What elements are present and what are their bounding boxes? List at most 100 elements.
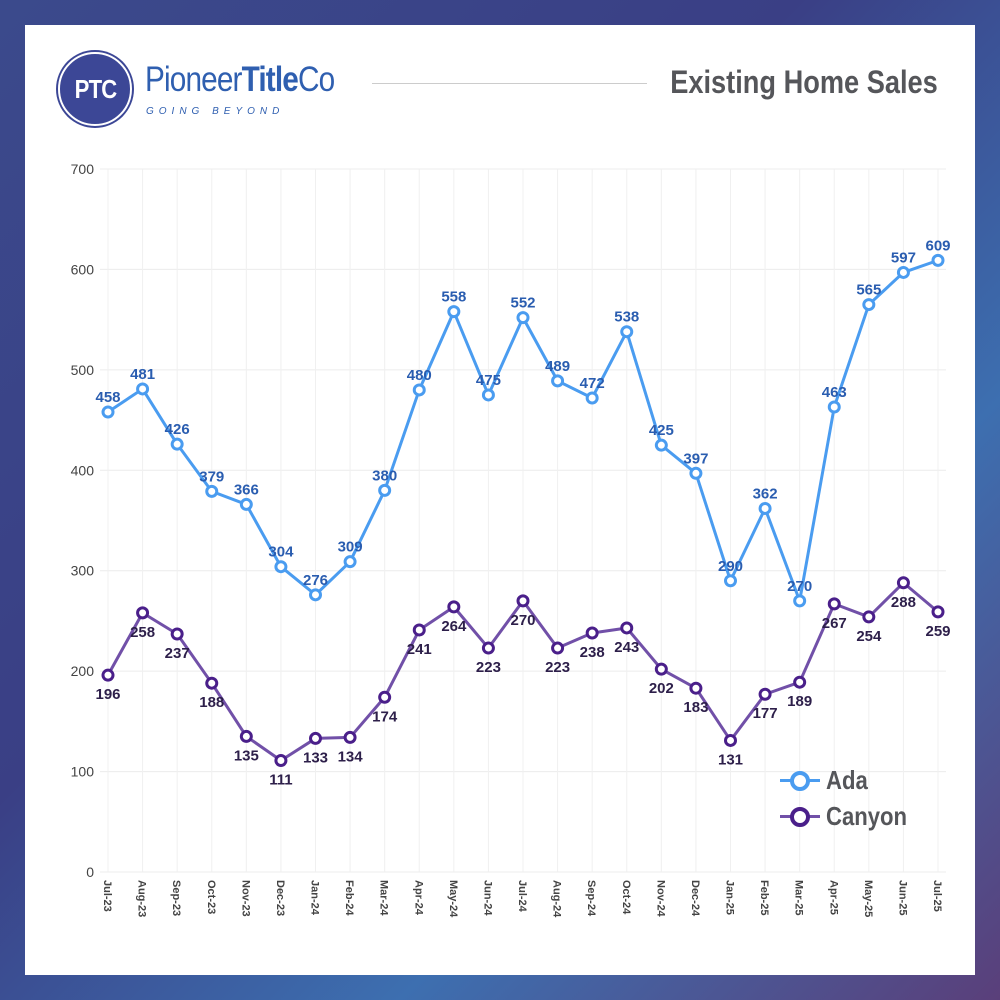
x-tick-label: Aug-24: [551, 880, 563, 918]
legend: Ada Canyon: [780, 762, 921, 834]
data-label-ada: 565: [856, 282, 881, 299]
data-label-ada: 472: [580, 375, 605, 392]
data-point-ada: [551, 374, 565, 388]
x-tick-label: Jun-24: [481, 880, 493, 916]
data-point-canyon: [862, 610, 876, 624]
data-label-ada: 458: [95, 389, 120, 406]
x-tick-label: Mar-25: [793, 880, 805, 915]
data-point-canyon: [343, 730, 357, 744]
header-divider: [372, 83, 647, 84]
data-label-canyon: 111: [269, 772, 292, 789]
y-tick-label: 600: [71, 261, 95, 277]
data-point-canyon: [620, 621, 634, 635]
data-point-ada: [896, 265, 910, 279]
data-label-ada: 379: [199, 468, 224, 485]
data-point-ada: [378, 483, 392, 497]
x-tick-label: Jul-25: [931, 880, 943, 912]
data-label-ada: 276: [303, 572, 328, 589]
data-label-canyon: 202: [649, 680, 674, 697]
data-point-canyon: [309, 731, 322, 745]
data-label-canyon: 183: [683, 699, 708, 716]
x-tick-label: Nov-23: [239, 880, 251, 917]
x-tick-label: Dec-24: [689, 880, 701, 917]
data-point-ada: [654, 438, 668, 452]
data-label-ada: 597: [891, 249, 916, 266]
data-point-canyon: [516, 594, 530, 608]
brand-bold: Title: [241, 60, 299, 99]
data-point-ada: [205, 484, 219, 498]
data-point-canyon: [793, 675, 807, 689]
data-point-ada: [136, 382, 150, 396]
brand-regular: Pioneer: [145, 60, 242, 99]
ptc-logo: PTC: [58, 52, 132, 126]
logo-initials: PTC: [74, 73, 116, 104]
data-point-canyon: [170, 627, 184, 641]
data-label-ada: 425: [649, 422, 674, 439]
data-point-ada: [170, 437, 184, 451]
data-label-ada: 538: [614, 309, 639, 326]
x-tick-label: Sep-23: [170, 880, 182, 916]
data-label-canyon: 254: [856, 628, 882, 645]
y-tick-label: 400: [71, 462, 95, 478]
data-label-canyon: 238: [580, 644, 605, 661]
data-point-canyon: [585, 626, 599, 640]
data-label-canyon: 267: [822, 615, 847, 632]
data-point-canyon: [724, 733, 737, 747]
y-tick-label: 300: [71, 563, 95, 579]
data-point-ada: [758, 501, 772, 515]
data-label-canyon: 237: [165, 645, 190, 662]
data-label-canyon: 243: [614, 639, 639, 656]
data-label-ada: 304: [268, 544, 294, 561]
data-label-canyon: 264: [441, 618, 467, 635]
x-tick-label: Aug-23: [136, 880, 148, 917]
data-label-ada: 552: [510, 295, 535, 312]
data-label-ada: 463: [822, 384, 847, 401]
data-label-canyon: 174: [372, 708, 398, 725]
data-label-ada: 397: [683, 450, 708, 467]
data-label-canyon: 131: [718, 751, 743, 768]
x-tick-label: Oct-24: [620, 880, 632, 915]
data-point-ada: [481, 388, 495, 402]
x-tick-label: Feb-24: [343, 880, 355, 916]
data-point-canyon: [378, 690, 392, 704]
data-point-ada: [343, 555, 357, 569]
data-label-ada: 270: [787, 578, 812, 595]
data-label-ada: 309: [338, 539, 363, 556]
data-point-canyon: [758, 687, 772, 701]
y-tick-label: 500: [71, 362, 95, 378]
data-label-ada: 558: [441, 289, 466, 306]
data-label-canyon: 135: [234, 747, 259, 764]
x-tick-label: Jul-24: [516, 880, 528, 913]
data-point-canyon: [101, 668, 115, 682]
x-tick-label: Jun-25: [896, 880, 908, 915]
data-point-ada: [239, 497, 253, 511]
data-point-canyon: [896, 576, 910, 590]
data-point-canyon: [827, 597, 841, 611]
data-label-canyon: 177: [753, 705, 778, 722]
x-tick-label: Sep-24: [585, 880, 597, 917]
data-point-canyon: [447, 600, 461, 614]
data-label-canyon: 258: [130, 624, 155, 641]
legend-item-canyon: Canyon: [780, 798, 921, 834]
legend-marker-ada: [780, 770, 820, 791]
x-tick-label: May-24: [447, 880, 459, 918]
data-label-canyon: 270: [510, 612, 535, 629]
x-tick-label: Oct-23: [205, 880, 217, 914]
chart-title: Existing Home Sales: [670, 64, 938, 100]
x-tick-label: Jan-24: [309, 880, 321, 916]
data-label-ada: 609: [925, 237, 950, 254]
y-tick-label: 0: [86, 864, 94, 880]
data-label-canyon: 189: [787, 693, 812, 710]
data-point-ada: [689, 466, 703, 480]
x-tick-label: Dec-23: [274, 880, 286, 916]
data-label-ada: 290: [718, 558, 743, 575]
data-label-canyon: 134: [338, 748, 364, 765]
data-point-canyon: [551, 641, 565, 655]
data-point-ada: [101, 405, 115, 419]
data-point-ada: [516, 311, 530, 325]
x-tick-label: Nov-24: [654, 880, 666, 918]
brand-suffix: Co: [297, 60, 335, 99]
data-label-canyon: 241: [407, 641, 432, 658]
data-point-ada: [827, 400, 841, 414]
